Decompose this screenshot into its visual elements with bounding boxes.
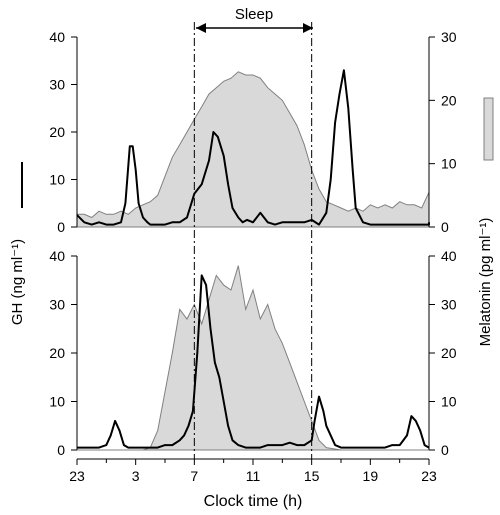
top-right-tick-label: 10: [441, 156, 457, 172]
bottom-right-tick-label: 20: [441, 345, 457, 361]
bottom-right-tick-label: 0: [441, 442, 449, 458]
bottom-left-tick-label: 10: [49, 394, 65, 410]
top-left-tick-label: 0: [57, 219, 65, 235]
bottom-gh-line: [77, 274, 430, 449]
top-gh-line: [76, 69, 430, 226]
left-axis-label: GH (ng ml⁻¹): [9, 239, 26, 325]
sleep-arrow-right-head: [303, 23, 313, 33]
x-tick-label: 11: [246, 468, 261, 484]
bottom-right-tick-label: 40: [441, 248, 457, 264]
right-axis-label: Melatonin (pg ml⁻¹): [477, 218, 494, 347]
x-tick-label: 15: [304, 468, 320, 484]
top-left-tick-label: 40: [49, 29, 65, 45]
x-tick-label: 19: [363, 468, 379, 484]
top-left-tick-label: 30: [49, 77, 65, 93]
sleep-arrow-left-head: [196, 23, 206, 33]
top-left-tick-label: 20: [49, 124, 65, 140]
top-right-tick-label: 0: [441, 219, 449, 235]
bottom-left-tick-label: 40: [49, 248, 65, 264]
bottom-right-tick-label: 10: [441, 394, 457, 410]
bottom-right-tick-label: 30: [441, 297, 457, 313]
x-axis-label: Clock time (h): [204, 493, 303, 510]
bottom-panel: 0 10 20 30 40 0 10 20 30 40: [49, 248, 456, 458]
sleep-boundary-lines: [193, 22, 313, 459]
top-melatonin-area: [76, 71, 430, 228]
sleep-label: Sleep: [235, 6, 273, 23]
x-tick-label: 3: [132, 468, 140, 484]
top-left-tick-label: 10: [49, 172, 65, 188]
top-right-tick-label: 30: [441, 29, 457, 45]
top-right-tick-label: 20: [441, 92, 457, 108]
bottom-left-tick-label: 0: [57, 442, 65, 458]
bottom-melatonin-area: [77, 265, 429, 451]
melatonin-legend-swatch: [483, 97, 494, 161]
bottom-left-tick-label: 30: [49, 297, 65, 313]
x-tick-label: 7: [190, 468, 198, 484]
x-tick-label: 23: [69, 468, 85, 484]
x-axis: 23 3 7 11 15 19 23: [69, 458, 437, 484]
x-tick-label: 23: [421, 468, 437, 484]
bottom-left-tick-label: 20: [49, 345, 65, 361]
top-panel: 0 10 20 30 40 0 10 20 30: [49, 29, 456, 235]
